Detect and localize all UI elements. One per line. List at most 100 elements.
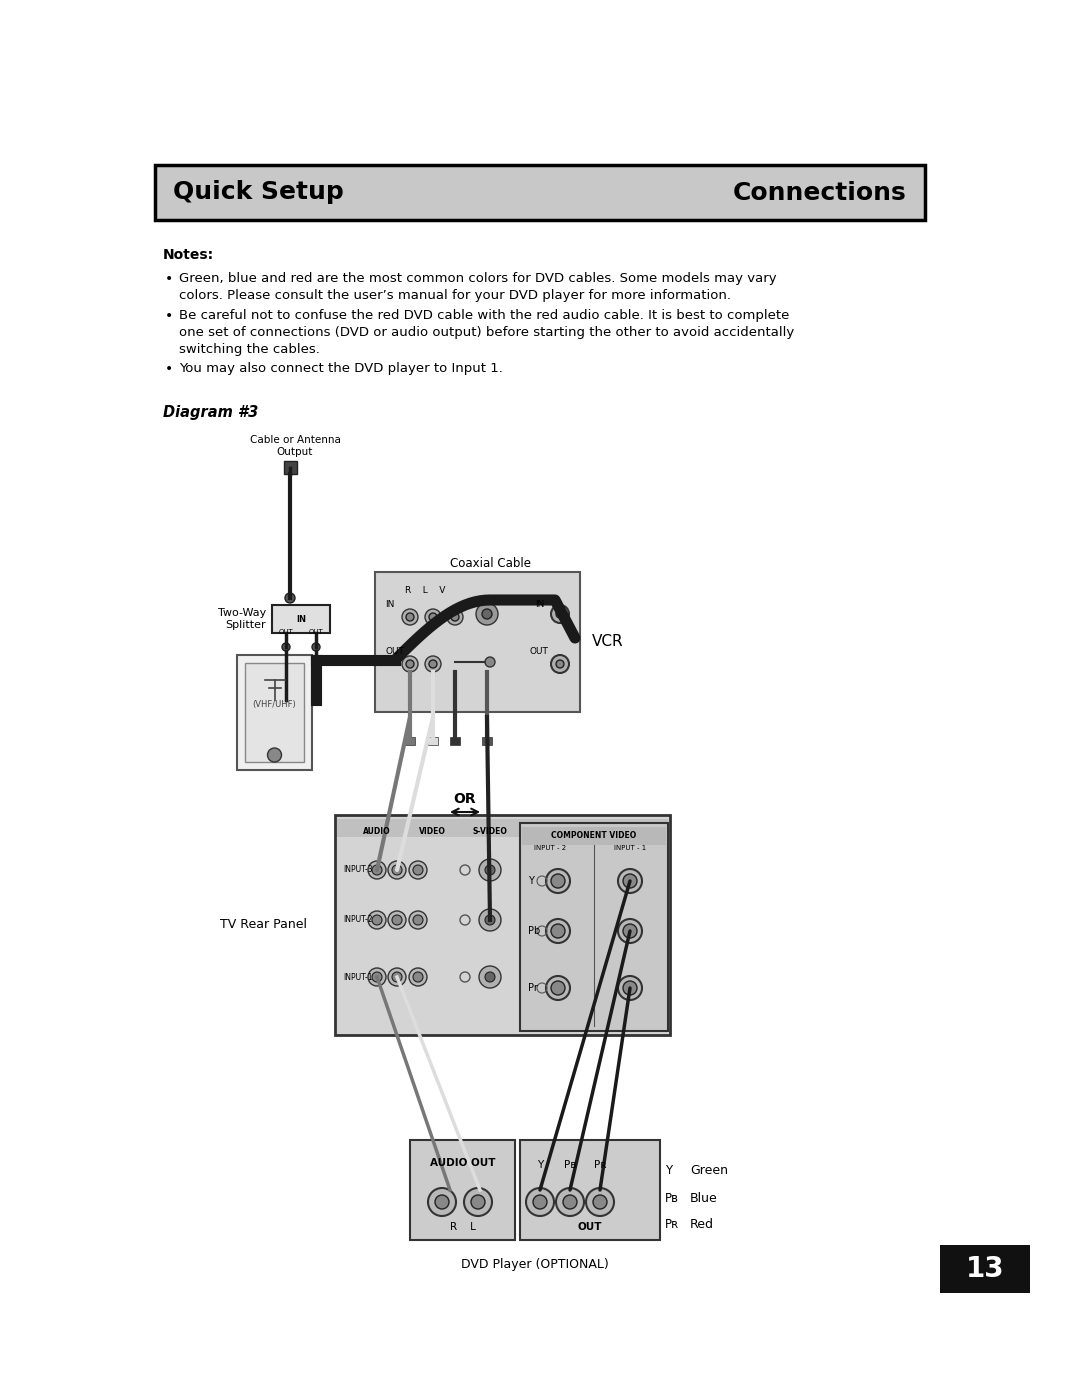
- Text: Diagram #3: Diagram #3: [163, 405, 258, 420]
- Circle shape: [464, 1187, 492, 1215]
- Text: INPUT - 1: INPUT - 1: [613, 845, 646, 851]
- Text: Y: Y: [665, 1164, 672, 1176]
- Circle shape: [368, 968, 386, 986]
- Bar: [284, 461, 297, 474]
- Circle shape: [546, 869, 570, 893]
- Circle shape: [556, 1187, 584, 1215]
- Text: Pʀ: Pʀ: [594, 1160, 606, 1171]
- Text: INPUT-3: INPUT-3: [343, 866, 373, 875]
- Bar: [428, 738, 438, 745]
- Text: one set of connections (DVD or audio output) before starting the other to avoid : one set of connections (DVD or audio out…: [179, 326, 794, 339]
- Circle shape: [413, 915, 423, 925]
- Circle shape: [546, 919, 570, 943]
- Text: Pb: Pb: [528, 926, 540, 936]
- Text: OUT: OUT: [309, 629, 323, 636]
- Circle shape: [402, 657, 418, 672]
- Circle shape: [409, 911, 427, 929]
- Text: OUT: OUT: [279, 629, 294, 636]
- Text: R    L: R L: [449, 1222, 475, 1232]
- Circle shape: [623, 923, 637, 937]
- Circle shape: [556, 610, 564, 617]
- Circle shape: [409, 861, 427, 879]
- Circle shape: [618, 869, 642, 893]
- Text: Coaxial Cable: Coaxial Cable: [449, 557, 530, 570]
- Text: •: •: [165, 309, 173, 323]
- Bar: [940, 1245, 1030, 1294]
- Circle shape: [593, 1194, 607, 1208]
- Text: switching the cables.: switching the cables.: [179, 344, 320, 356]
- Circle shape: [480, 965, 501, 988]
- Circle shape: [618, 977, 642, 1000]
- Circle shape: [623, 875, 637, 888]
- Circle shape: [485, 657, 495, 666]
- Text: 13: 13: [966, 1255, 1004, 1282]
- Circle shape: [402, 609, 418, 624]
- Text: OUT: OUT: [384, 647, 404, 657]
- Text: Quick Setup: Quick Setup: [173, 180, 343, 204]
- Circle shape: [551, 923, 565, 937]
- Bar: [335, 814, 670, 1035]
- Text: R    L    V: R L V: [405, 585, 445, 595]
- Circle shape: [406, 613, 414, 622]
- Circle shape: [546, 977, 570, 1000]
- Bar: [519, 1140, 660, 1241]
- Text: •: •: [165, 272, 173, 286]
- Circle shape: [388, 968, 406, 986]
- Text: (VHF/UHF): (VHF/UHF): [253, 700, 296, 710]
- Text: Pʀ: Pʀ: [665, 1218, 679, 1231]
- Text: Y: Y: [537, 1160, 543, 1171]
- Bar: [375, 571, 580, 712]
- Circle shape: [368, 861, 386, 879]
- Circle shape: [623, 981, 637, 995]
- Text: OR: OR: [454, 792, 476, 806]
- Circle shape: [482, 609, 492, 619]
- Text: IN: IN: [535, 599, 544, 609]
- Circle shape: [551, 655, 569, 673]
- Circle shape: [534, 1194, 546, 1208]
- Circle shape: [551, 605, 569, 623]
- Text: OUT: OUT: [530, 647, 549, 657]
- Text: VCR: VCR: [592, 634, 623, 650]
- Circle shape: [485, 915, 495, 925]
- Circle shape: [447, 609, 463, 624]
- Circle shape: [429, 659, 437, 668]
- Text: Green, blue and red are the most common colors for DVD cables. Some models may v: Green, blue and red are the most common …: [179, 272, 777, 285]
- Text: COMPONENT VIDEO: COMPONENT VIDEO: [552, 831, 636, 840]
- Bar: [482, 738, 492, 745]
- Bar: [450, 738, 460, 745]
- Text: AUDIO: AUDIO: [363, 827, 391, 835]
- Circle shape: [388, 861, 406, 879]
- Text: Blue: Blue: [690, 1192, 718, 1204]
- Text: TV Rear Panel: TV Rear Panel: [220, 918, 307, 932]
- Text: INPUT - 2: INPUT - 2: [534, 845, 566, 851]
- Circle shape: [392, 972, 402, 982]
- Circle shape: [476, 604, 498, 624]
- Text: Red: Red: [690, 1218, 714, 1231]
- Circle shape: [413, 972, 423, 982]
- Circle shape: [429, 613, 437, 622]
- Circle shape: [368, 911, 386, 929]
- Circle shape: [485, 865, 495, 875]
- Text: IN: IN: [384, 599, 394, 609]
- Circle shape: [451, 613, 459, 622]
- Bar: [237, 655, 312, 770]
- Text: Be careful not to confuse the red DVD cable with the red audio cable. It is best: Be careful not to confuse the red DVD ca…: [179, 309, 789, 321]
- Circle shape: [551, 981, 565, 995]
- Bar: [245, 664, 303, 761]
- Circle shape: [618, 919, 642, 943]
- Bar: [405, 738, 415, 745]
- Text: VIDEO: VIDEO: [419, 827, 445, 835]
- Text: Notes:: Notes:: [163, 249, 214, 263]
- Circle shape: [312, 643, 320, 651]
- Text: Cable or Antenna
Output: Cable or Antenna Output: [249, 434, 340, 457]
- Circle shape: [480, 859, 501, 882]
- Circle shape: [426, 609, 441, 624]
- Bar: [337, 819, 669, 837]
- Text: INPUT-1: INPUT-1: [343, 972, 373, 982]
- Bar: [519, 823, 669, 1031]
- Circle shape: [282, 643, 291, 651]
- Circle shape: [409, 968, 427, 986]
- Text: Green: Green: [690, 1164, 728, 1176]
- Circle shape: [372, 865, 382, 875]
- Text: Pʙ: Pʙ: [564, 1160, 577, 1171]
